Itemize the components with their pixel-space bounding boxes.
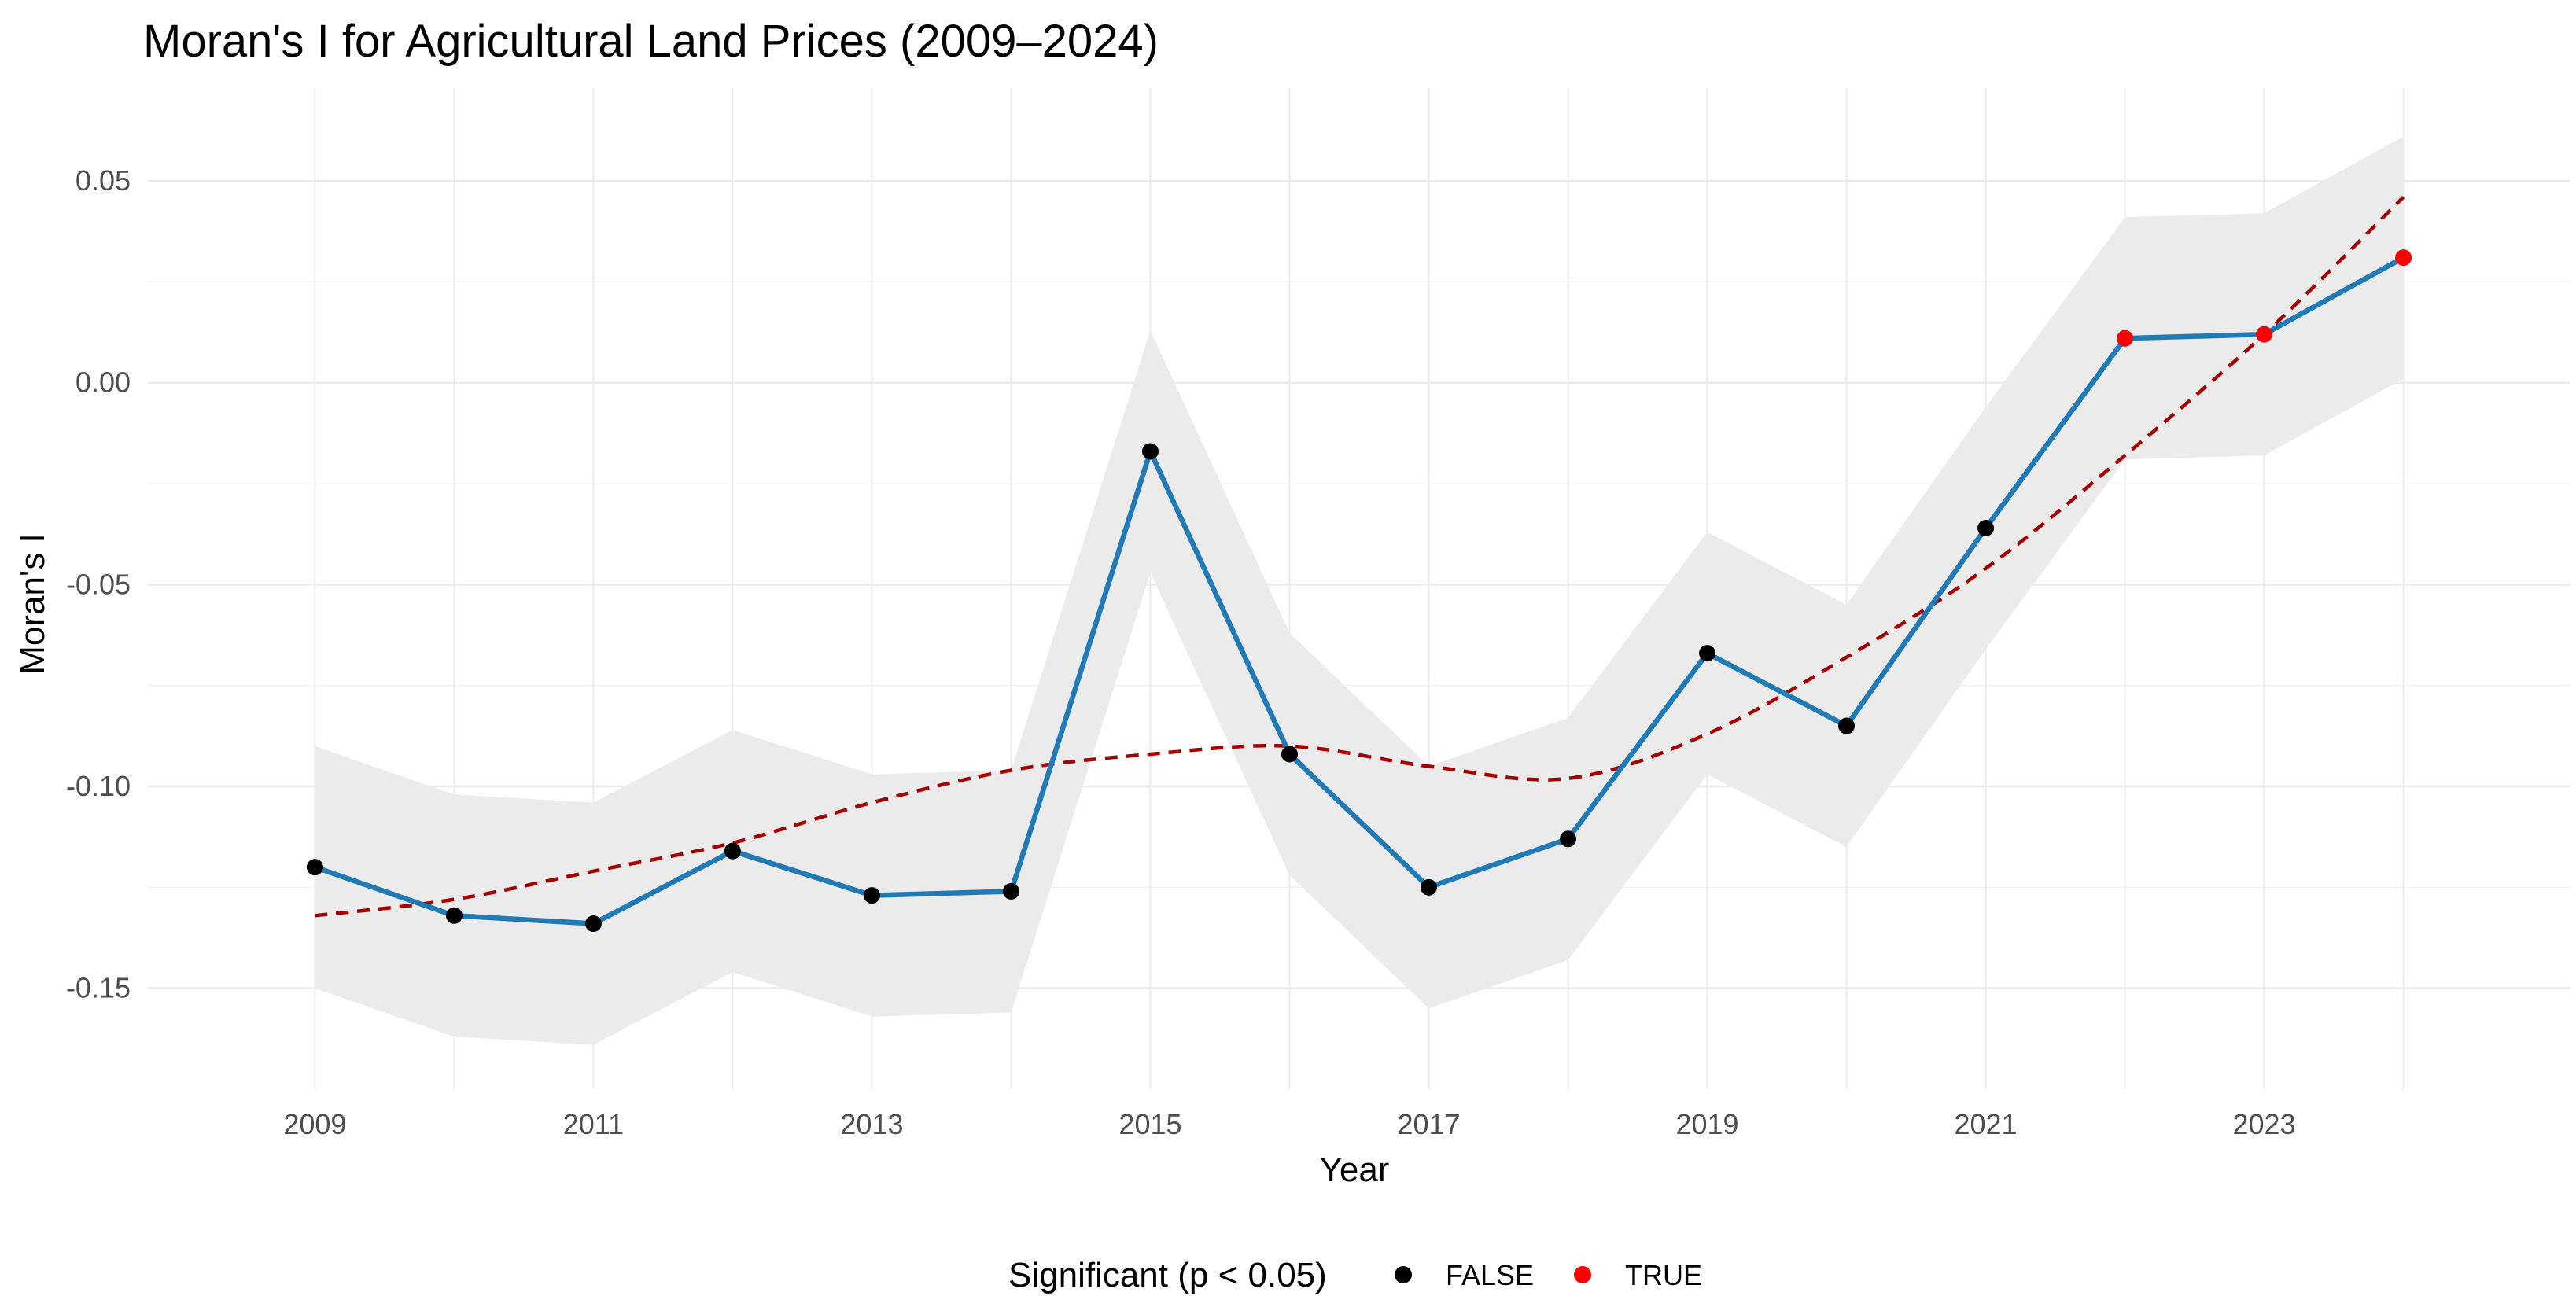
series-path xyxy=(312,255,2406,926)
data-point-2010 xyxy=(445,907,463,924)
data-point-2014 xyxy=(1002,882,1019,900)
legend-swatch-false xyxy=(1395,1266,1412,1283)
data-point-2020 xyxy=(1838,717,1856,734)
x-tick-label: 2013 xyxy=(840,1108,903,1140)
data-point-2018 xyxy=(1560,830,1577,848)
data-point-2024 xyxy=(2395,249,2412,267)
band-area xyxy=(315,136,2404,1045)
legend-label-false: FALSE xyxy=(1446,1259,1534,1291)
data-point-2022 xyxy=(2117,330,2134,347)
data-point-2019 xyxy=(1699,645,1716,662)
legend-label-true: TRUE xyxy=(1625,1259,1702,1291)
chart-title: Moran's I for Agricultural Land Prices (… xyxy=(143,16,1159,67)
data-point-2013 xyxy=(863,887,880,904)
x-tick-label: 2017 xyxy=(1397,1108,1460,1140)
data-point-2011 xyxy=(584,915,602,933)
x-tick-label: 2019 xyxy=(1675,1108,1738,1140)
y-tick-label: 0.05 xyxy=(76,164,131,197)
x-axis-title: Year xyxy=(1320,1151,1390,1189)
y-axis-title: Moran's I xyxy=(13,533,52,675)
y-tick-label: -0.10 xyxy=(66,770,131,802)
data-point-2012 xyxy=(724,842,741,860)
data-point-2021 xyxy=(1977,520,1995,537)
trend-line xyxy=(315,195,2405,918)
y-tick-label: -0.15 xyxy=(66,972,131,1004)
data-points xyxy=(306,249,2412,933)
trend-path xyxy=(315,195,2405,918)
y-tick-label: 0.00 xyxy=(76,366,131,399)
legend-swatch-true xyxy=(1574,1266,1591,1283)
x-tick-label: 2015 xyxy=(1118,1108,1181,1140)
x-axis-ticks: 2009 2011 2013 2015 2017 2019 2021 2023 xyxy=(283,1108,2295,1140)
data-point-2015 xyxy=(1141,443,1159,460)
data-point-2017 xyxy=(1421,878,1438,896)
data-point-2016 xyxy=(1281,746,1298,763)
confidence-band xyxy=(315,136,2404,1045)
data-point-2009 xyxy=(306,859,323,876)
x-tick-label: 2023 xyxy=(2233,1108,2296,1140)
x-tick-label: 2021 xyxy=(1955,1108,2018,1140)
y-tick-label: -0.05 xyxy=(66,568,131,600)
y-axis-ticks: -0.15 -0.10 -0.05 0.00 0.05 xyxy=(66,164,131,1004)
legend: Significant (p < 0.05) FALSE TRUE xyxy=(1008,1256,1702,1294)
x-tick-label: 2009 xyxy=(283,1108,346,1140)
morans-i-line xyxy=(312,255,2406,926)
legend-title: Significant (p < 0.05) xyxy=(1008,1256,1327,1294)
data-point-2023 xyxy=(2256,326,2273,343)
x-tick-label: 2011 xyxy=(563,1108,624,1140)
